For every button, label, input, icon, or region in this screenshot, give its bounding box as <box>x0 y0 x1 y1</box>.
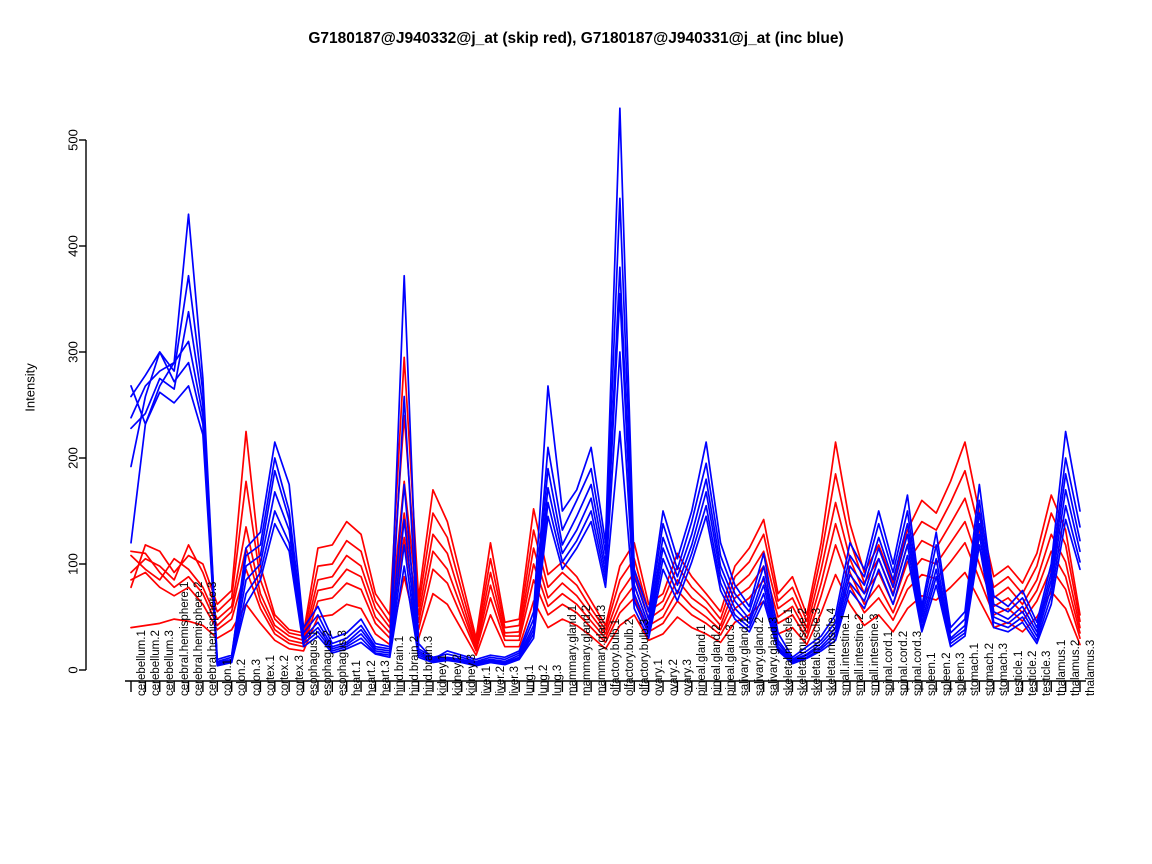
x-tick-label: small.intestine.1 <box>840 613 853 696</box>
x-tick-label: heart.3 <box>379 660 392 696</box>
y-tick-label: 500 <box>65 129 80 151</box>
x-tick-label: spinal.cord.1 <box>883 630 896 696</box>
x-tick-label: esophagus.2 <box>322 630 335 696</box>
x-tick-label: hind.brain.1 <box>394 635 407 696</box>
x-tick-label: pineal.gland.1 <box>696 624 709 696</box>
series-line <box>130 414 1081 644</box>
page-title: G7180187@J940332@j_at (skip red), G71801… <box>308 30 844 47</box>
x-tick-label: ovary.2 <box>667 659 680 696</box>
x-tick-label: mammary.gland.1 <box>566 604 579 696</box>
series-line <box>130 512 1081 650</box>
x-tick-label: cerebellum.1 <box>135 630 148 696</box>
x-tick-label: spinal.cord.3 <box>911 630 924 696</box>
x-tick-label: salivary.gland.2 <box>753 616 766 696</box>
x-tick-label: thalamus.2 <box>1070 639 1083 696</box>
x-tick-label: cerebellum.2 <box>149 630 162 696</box>
x-tick-label: thalamus.1 <box>1055 639 1068 696</box>
x-tick-label: kidney.2 <box>451 654 464 696</box>
x-tick-label: liver.2 <box>494 665 507 696</box>
x-tick-label: thalamus.3 <box>1084 639 1097 696</box>
x-tick-label: salivary.gland.1 <box>739 616 752 696</box>
x-tick-label: salivary.gland.3 <box>768 616 781 696</box>
x-tick-label: esophagus.3 <box>336 630 349 696</box>
series-line <box>130 480 1081 648</box>
series-line <box>130 385 1081 667</box>
y-tick-label: 300 <box>65 341 80 363</box>
series-lines <box>130 107 1081 667</box>
x-tick-label: spleen.3 <box>955 652 968 696</box>
x-tick-label: stomach.2 <box>983 642 996 696</box>
x-tick-label: cortex.2 <box>279 655 292 696</box>
x-tick-label: spinal.cord.2 <box>897 630 910 696</box>
x-tick-label: cerebral.hemisphere.1 <box>178 581 191 696</box>
x-tick-label: hind.brain.2 <box>408 635 421 696</box>
series-line <box>130 571 1081 657</box>
x-tick-label: pineal.gland.3 <box>725 624 738 696</box>
series-line <box>130 356 1081 640</box>
y-tick-label: 100 <box>65 553 80 575</box>
x-tick-label: cerebral.hemisphere.3 <box>207 581 220 696</box>
x-tick-label: stomach.3 <box>998 642 1011 696</box>
x-tick-label: lung.3 <box>552 664 565 696</box>
x-tick-label: cortex.1 <box>264 655 277 696</box>
x-tick-label: spleen.2 <box>940 652 953 696</box>
x-tick-label: skeletal.muscle.4 <box>825 607 838 696</box>
y-axis: 0 100 200 300 400 500 <box>65 129 87 674</box>
x-tick-label: ovary.1 <box>653 659 666 696</box>
x-tick-label: colon.3 <box>250 658 263 696</box>
x-tick-label: skeletal.muscle.3 <box>811 607 824 696</box>
x-tick-label: heart.1 <box>351 660 364 696</box>
x-tick-label: mammary.gland.2 <box>581 604 594 696</box>
x-tick-label: lung.1 <box>523 664 536 696</box>
x-tick-label: small.intestine.3 <box>868 613 881 696</box>
x-tick-label: kidney.3 <box>466 654 479 696</box>
x-tick-label: olfactory.bulb.3 <box>638 618 651 696</box>
x-tick-label: testicle.2 <box>1026 650 1039 696</box>
x-tick-label: kidney.1 <box>437 654 450 696</box>
x-tick-label: colon.2 <box>236 658 249 696</box>
x-tick-label: hind.brain.3 <box>423 635 436 696</box>
x-tick-label: mammary.gland.3 <box>595 604 608 696</box>
x-tick-label: pineal.gland.2 <box>710 624 723 696</box>
x-tick-label: stomach.1 <box>969 642 982 696</box>
x-axis <box>125 680 1086 692</box>
x-tick-label: spleen.1 <box>926 652 939 696</box>
x-tick-label: ovary.3 <box>681 659 694 696</box>
x-tick-label: heart.2 <box>365 660 378 696</box>
x-tick-label: cortex.3 <box>293 655 306 696</box>
x-tick-label: skeletal.muscle.1 <box>782 607 795 696</box>
x-tick-label: olfactory.bulb.1 <box>610 618 622 696</box>
y-tick-label: 200 <box>65 447 80 469</box>
x-tick-label: esophagus.1 <box>308 630 321 696</box>
x-tick-label: lung.2 <box>538 664 551 696</box>
x-tick-label: cerebellum.3 <box>164 630 177 696</box>
x-tick-label: cerebral.hemisphere.2 <box>193 581 205 696</box>
x-tick-label: liver.1 <box>480 665 493 696</box>
x-tick-label: testicle.3 <box>1041 650 1054 696</box>
x-tick-label: colon.1 <box>221 658 234 696</box>
x-tick-label: liver.3 <box>509 665 522 696</box>
x-tick-label: skeletal.muscle.2 <box>796 607 809 696</box>
x-tick-label: small.intestine.2 <box>854 613 867 696</box>
x-tick-label: testicle.1 <box>1012 650 1025 696</box>
x-tick-label: olfactory.bulb.2 <box>624 618 637 696</box>
series-line <box>130 536 1081 652</box>
y-tick-label: 400 <box>65 235 80 257</box>
y-tick-label: 0 <box>65 666 80 673</box>
